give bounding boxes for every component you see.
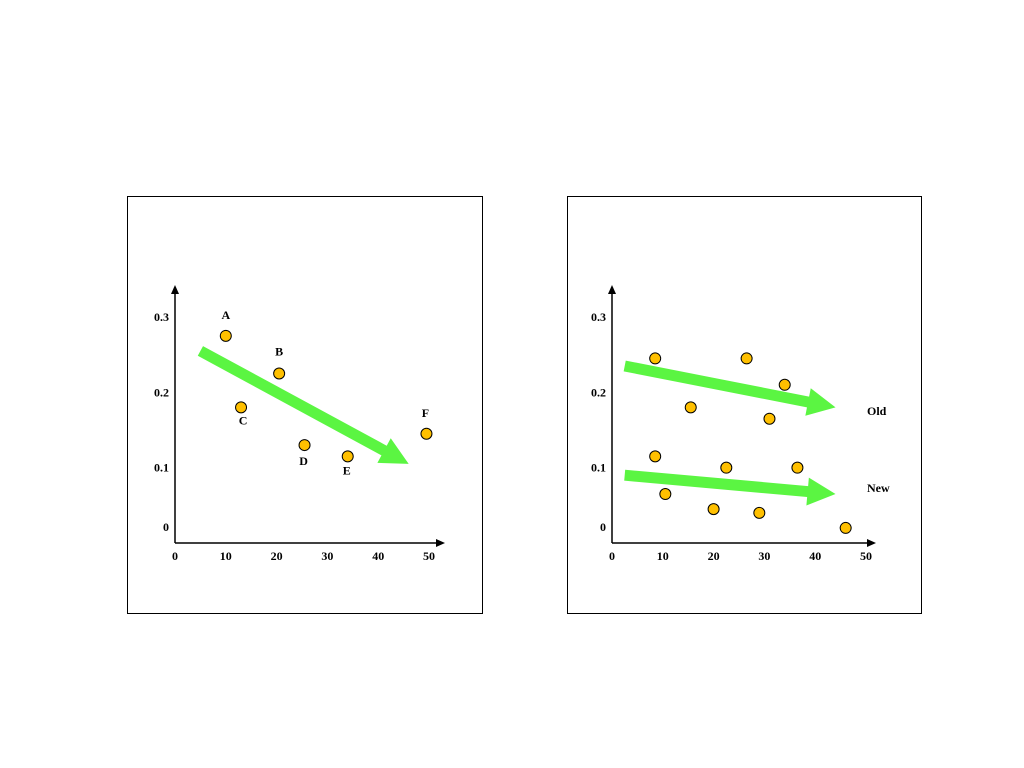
point-label-f: F: [422, 406, 429, 420]
right-x-tick-label: 10: [657, 549, 669, 563]
right-data-point: [659, 488, 672, 501]
right-chart-panel: 0 10 20 30 40 50 0 0.1 0.2 0.3 Old New: [567, 196, 922, 614]
data-point-d: [298, 439, 311, 452]
right-data-point: [720, 461, 733, 474]
right-data-point: [753, 506, 766, 519]
trend-arrow-new: [624, 469, 836, 506]
trend-arrow-old: [623, 360, 836, 416]
right-data-point: [839, 521, 852, 534]
right-data-point: [763, 412, 776, 425]
left-trend-arrow: [197, 346, 409, 464]
left-y-tick-label: 0: [163, 520, 169, 534]
data-point-e: [341, 450, 354, 463]
right-data-point: [684, 401, 697, 414]
left-x-tick-label: 40: [372, 549, 384, 563]
left-x-tick-label: 10: [220, 549, 232, 563]
data-point-b: [273, 367, 286, 380]
point-label-d: D: [299, 454, 308, 468]
right-x-tick-label: 30: [758, 549, 770, 563]
point-label-b: B: [275, 345, 283, 359]
left-chart-panel: 0 10 20 30 40 50 0 0.1 0.2 0.3 A B C D E F: [127, 196, 483, 614]
left-y-tick-label: 0.3: [154, 310, 169, 324]
data-point-c: [235, 401, 248, 414]
point-label-a: A: [221, 308, 230, 322]
right-data-point: [740, 352, 753, 365]
point-label-c: C: [239, 413, 248, 427]
right-x-tick-label: 20: [708, 549, 720, 563]
data-point-f: [420, 427, 433, 440]
right-x-axis-arrowhead: [867, 539, 876, 547]
left-y-tick-label: 0.2: [154, 385, 169, 399]
right-y-tick-label: 0: [600, 520, 606, 534]
left-x-tick-label: 20: [271, 549, 283, 563]
right-data-point: [649, 352, 662, 365]
right-x-tick-label: 40: [809, 549, 821, 563]
left-x-tick-label: 0: [172, 549, 178, 563]
left-scatter-chart: 0 10 20 30 40 50 0 0.1 0.2 0.3 A B C D E F: [154, 285, 445, 563]
data-point-a: [219, 329, 232, 342]
left-x-tick-label: 50: [423, 549, 435, 563]
point-label-e: E: [343, 463, 351, 477]
right-x-tick-label: 0: [609, 549, 615, 563]
right-scatter-chart: 0 10 20 30 40 50 0 0.1 0.2 0.3 Old New: [591, 285, 890, 563]
trend-label-new: New: [867, 481, 890, 495]
right-y-tick-label: 0.3: [591, 310, 606, 324]
trend-label-old: Old: [867, 404, 887, 418]
right-y-axis-arrowhead: [608, 285, 616, 294]
right-data-point: [649, 450, 662, 463]
left-x-axis-arrowhead: [436, 539, 445, 547]
right-data-point: [791, 461, 804, 474]
right-y-tick-label: 0.2: [591, 385, 606, 399]
right-y-tick-label: 0.1: [591, 461, 606, 475]
right-data-point: [707, 503, 720, 516]
right-axes: [608, 285, 876, 547]
right-data-point: [778, 378, 791, 391]
left-x-tick-label: 30: [321, 549, 333, 563]
right-x-tick-label: 50: [860, 549, 872, 563]
left-y-axis-arrowhead: [171, 285, 179, 294]
left-axes: [171, 285, 445, 547]
left-y-tick-label: 0.1: [154, 461, 169, 475]
